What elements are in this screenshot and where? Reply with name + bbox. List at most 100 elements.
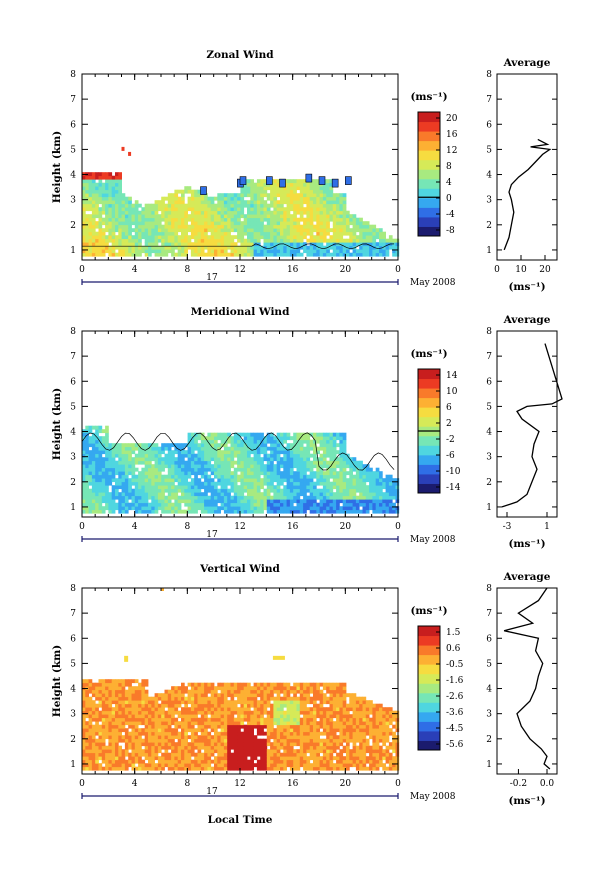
heatmap-cell (177, 224, 182, 229)
heatmap-cell (230, 464, 235, 469)
heatmap-cell (270, 471, 274, 476)
heatmap-cell (141, 474, 146, 479)
heatmap-cell (332, 196, 337, 201)
heatmap-cell (322, 436, 327, 441)
heatmap-cell (124, 679, 129, 684)
heatmap-cell (187, 460, 192, 465)
heatmap-cell (124, 245, 129, 250)
heatmap-cell (177, 217, 182, 222)
heatmap-cell (359, 252, 363, 257)
heatmap-cell (250, 249, 254, 254)
heatmap-cell (237, 700, 241, 705)
heatmap-cell (253, 249, 258, 254)
heatmap-cell (293, 439, 297, 444)
heatmap-cell (105, 485, 109, 490)
heatmap-cell (233, 481, 238, 486)
heatmap-cell (171, 207, 175, 212)
heatmap-cell (382, 509, 386, 514)
heatmap-cell (365, 499, 370, 504)
heatmap-cell (210, 752, 215, 757)
heatmap-cell (270, 481, 274, 486)
heatmap-cell (154, 443, 159, 448)
heatmap-cell (336, 235, 340, 240)
heatmap-cell (204, 471, 208, 476)
heatmap-cell (329, 492, 334, 497)
heatmap-cell (200, 763, 205, 768)
heatmap-cell (121, 717, 126, 722)
heatmap-cell (273, 457, 278, 462)
heatmap-cell (98, 756, 103, 761)
heatmap-cell (121, 707, 126, 712)
heatmap-cell (220, 752, 225, 757)
heatmap-cell (382, 249, 386, 254)
heatmap-cell (164, 495, 169, 500)
heatmap-cell (111, 186, 116, 191)
heatmap-cell (299, 502, 304, 507)
heatmap-cell (349, 495, 353, 500)
heatmap-cell (329, 453, 334, 458)
heatmap-cell (101, 189, 106, 194)
heatmap-cell (286, 492, 291, 497)
y-tick-label: 5 (70, 145, 76, 155)
heatmap-cell (223, 495, 228, 500)
heatmap-cell (276, 492, 281, 497)
heatmap-cell (365, 249, 370, 254)
heatmap-cell (95, 689, 99, 694)
heatmap-cell (148, 488, 152, 493)
heatmap-cell (167, 745, 172, 750)
average-profile-line (501, 343, 563, 508)
colorbar-unit: (ms⁻¹) (410, 348, 447, 360)
heatmap-cell (88, 453, 93, 458)
heatmap-cell (313, 252, 317, 257)
heatmap-cell (286, 252, 291, 257)
heatmap-cell (184, 509, 188, 514)
heatmap-cell (223, 450, 228, 455)
heatmap-cell (88, 749, 93, 754)
heatmap-cell (91, 457, 96, 462)
heatmap-cell (346, 502, 350, 507)
heatmap-cell (197, 499, 202, 504)
heatmap-cell (197, 700, 202, 705)
heatmap-cell (223, 200, 228, 205)
heatmap-cell (305, 173, 313, 183)
heatmap-cell (167, 242, 172, 247)
heatmap-cell (329, 245, 334, 250)
heatmap-cell (115, 742, 119, 747)
heatmap-cell (144, 203, 149, 208)
heatmap-cell (299, 245, 304, 250)
heatmap-cell (280, 450, 284, 455)
heatmap-cell (359, 231, 363, 236)
heatmap-cell (82, 717, 86, 722)
heatmap-cell (346, 481, 350, 486)
heatmap-cell (141, 742, 146, 747)
heatmap-cell (167, 738, 172, 743)
heatmap-cell (98, 728, 103, 733)
heatmap-cell (273, 245, 278, 250)
heatmap-cell (346, 221, 350, 226)
heatmap-cell (253, 432, 258, 437)
heatmap-cell (303, 467, 307, 472)
heatmap-cell (207, 686, 212, 691)
heatmap-cell (85, 710, 89, 715)
heatmap-cell (230, 682, 235, 687)
heatmap-cell (98, 179, 103, 184)
heatmap-cell (223, 228, 228, 233)
heatmap-cell (227, 453, 231, 458)
heatmap-cell (141, 759, 146, 764)
heatmap-cell (82, 460, 86, 465)
heatmap-cell (207, 446, 212, 451)
heatmap-cell (98, 443, 103, 448)
heatmap-cell (181, 492, 185, 497)
heatmap-cell (151, 756, 155, 761)
heatmap-cell (174, 214, 179, 219)
heatmap-cell (124, 450, 129, 455)
heatmap-cell (230, 446, 235, 451)
heatmap-cell (124, 217, 129, 222)
heatmap-cell (88, 696, 93, 701)
heatmap-cell (322, 506, 327, 511)
heatmap-cell (273, 495, 278, 500)
heatmap-cell (260, 481, 264, 486)
heatmap-cell (151, 450, 155, 455)
heatmap-cell (184, 443, 188, 448)
heatmap-cell (194, 467, 198, 472)
